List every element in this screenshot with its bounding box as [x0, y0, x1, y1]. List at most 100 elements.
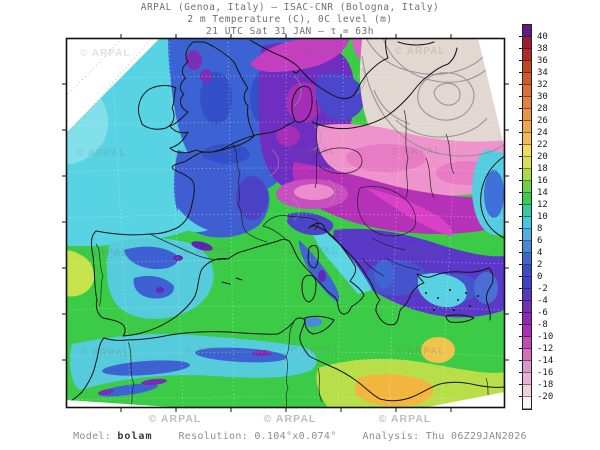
wedge-graticule: [67, 39, 151, 135]
colorbar-tick-label: 8: [537, 224, 543, 234]
temperature-field: [66, 38, 505, 408]
colorbar-segment: [523, 169, 531, 181]
colorbar-tick-label: 0: [537, 272, 543, 282]
colorbar-tick-mark: [519, 72, 523, 73]
analysis-value: Thu 06Z29JAN2026: [425, 431, 527, 442]
colorbar-segment: [523, 241, 531, 253]
arpal-watermark: © ARPAL: [183, 246, 233, 257]
colorbar-segment: [523, 337, 531, 349]
colorbar-tick-label: 24: [537, 128, 548, 138]
colorbar-tick-label: 20: [537, 152, 548, 162]
model-group: Model: bolam: [73, 431, 152, 442]
aegean-islands: [425, 289, 479, 311]
colorbar: 40 38 36 34 32 30 28 26 24 22 20 18 16 14 12 10 8 6 4 2 0 -2-…: [519, 24, 566, 410]
colorbar-tick-mark: [519, 48, 523, 49]
colorbar-segment: [523, 373, 531, 385]
title-line-institutions: ARPAL (Genoa, Italy) – ISAC-CNR (Bologna…: [140, 2, 440, 13]
colorbar-tick-label: 14: [537, 188, 548, 198]
colorbar-tick-mark: [519, 132, 523, 133]
colorbar-tick-mark: [519, 180, 523, 181]
colorbar-tick-mark: [519, 216, 523, 217]
colorbar-segment: [523, 385, 531, 397]
colorbar-tick-label: -16: [537, 368, 554, 378]
colorbar-segment: [523, 145, 531, 157]
colorbar-tick-mark: [519, 60, 523, 61]
colorbar-tick-label: -8: [537, 320, 548, 330]
arpal-watermark: © ARPAL: [286, 146, 336, 157]
arpal-watermark: © ARPAL: [288, 246, 338, 257]
analysis-group: Analysis: Thu 06Z29JAN2026: [363, 431, 527, 442]
colorbar-segment: [523, 301, 531, 313]
colorbar-segment: [523, 253, 531, 265]
colorbar-tick-mark: [519, 324, 523, 325]
colorbar-tick-mark: [519, 84, 523, 85]
colorbar-bar: [522, 24, 532, 410]
colorbar-tick-mark: [519, 108, 523, 109]
colorbar-segment: [523, 85, 531, 97]
title-line-validtime: 21 UTC Sat 31 JAN – τ = 63h: [206, 26, 374, 37]
colorbar-segment: [523, 205, 531, 217]
colorbar-tick-mark: [519, 228, 523, 229]
colorbar-segment: [523, 277, 531, 289]
colorbar-segment: [523, 289, 531, 301]
map-canvas: © ARPAL © ARPAL © ARPAL © ARPAL © ARPAL …: [62, 34, 509, 412]
colorbar-tick-label: 40: [537, 32, 548, 42]
colorbar-segment: [523, 25, 531, 37]
map-frame: [65, 37, 506, 409]
colorbar-tick-label: 36: [537, 56, 548, 66]
arpal-watermark: © ARPAL: [78, 248, 128, 259]
colorbar-tick-mark: [519, 36, 523, 37]
colorbar-segment: [523, 361, 531, 373]
colorbar-tick-label: -10: [537, 332, 554, 342]
colorbar-tick-mark: [519, 264, 523, 265]
title-line-variable: 2 m Temperature (C), 0C level (m): [187, 14, 393, 25]
colorbar-segment: [523, 349, 531, 361]
colorbar-segment: [523, 157, 531, 169]
arpal-watermark: © ARPAL: [181, 146, 231, 157]
country-borders: [95, 99, 491, 409]
plot-title: ARPAL (Genoa, Italy) – ISAC-CNR (Bologna…: [0, 2, 580, 38]
colorbar-segment: [523, 61, 531, 73]
colorbar-tick-label: 2: [537, 260, 543, 270]
graticule: [65, 37, 506, 409]
arpal-watermark: © ARPAL: [290, 346, 340, 357]
colorbar-tick-mark: [519, 240, 523, 241]
colorbar-tick-label: -2: [537, 284, 548, 294]
colorbar-tick-label: 28: [537, 104, 548, 114]
colorbar-tick-label: 4: [537, 248, 543, 258]
colorbar-tick-label: 38: [537, 44, 548, 54]
arpal-watermark: © ARPAL: [378, 413, 432, 425]
colorbar-segment: [523, 397, 531, 409]
coastlines: [65, 37, 506, 405]
colorbar-tick-mark: [519, 312, 523, 313]
colorbar-segment: [523, 325, 531, 337]
colorbar-tick-label: 30: [537, 92, 548, 102]
colorbar-tick-label: 26: [537, 116, 548, 126]
analysis-label: Analysis:: [362, 431, 420, 442]
colorbar-tick-mark: [519, 156, 523, 157]
colorbar-tick-mark: [519, 144, 523, 145]
arpal-watermark: © ARPAL: [80, 48, 130, 59]
colorbar-segment: [523, 133, 531, 145]
arpal-watermark: © ARPAL: [395, 46, 445, 57]
footer-caption: Model: bolam Resolution: 0.104°x0.074° A…: [0, 431, 600, 442]
colorbar-tick-label: 22: [537, 140, 548, 150]
arpal-watermarks: © ARPAL © ARPAL © ARPAL © ARPAL © ARPAL …: [76, 46, 445, 359]
colorbar-segment: [523, 217, 531, 229]
resolution-value: 0.104°x0.074°: [254, 431, 337, 442]
colorbar-tick-mark: [519, 168, 523, 169]
colorbar-tick-label: 10: [537, 212, 548, 222]
colorbar-tick-label: 32: [537, 80, 548, 90]
colorbar-segment: [523, 97, 531, 109]
colorbar-tick-label: -18: [537, 380, 554, 390]
resolution-label: Resolution:: [178, 431, 249, 442]
frame-ticks: [62, 34, 509, 412]
colorbar-segment: [523, 229, 531, 241]
arpal-watermark: © ARPAL: [290, 46, 340, 57]
arpal-watermark: © ARPAL: [76, 148, 126, 159]
colorbar-tick-mark: [519, 96, 523, 97]
colorbar-tick-label: 18: [537, 164, 548, 174]
colorbar-tick-mark: [519, 204, 523, 205]
colorbar-tick-label: -4: [537, 296, 548, 306]
